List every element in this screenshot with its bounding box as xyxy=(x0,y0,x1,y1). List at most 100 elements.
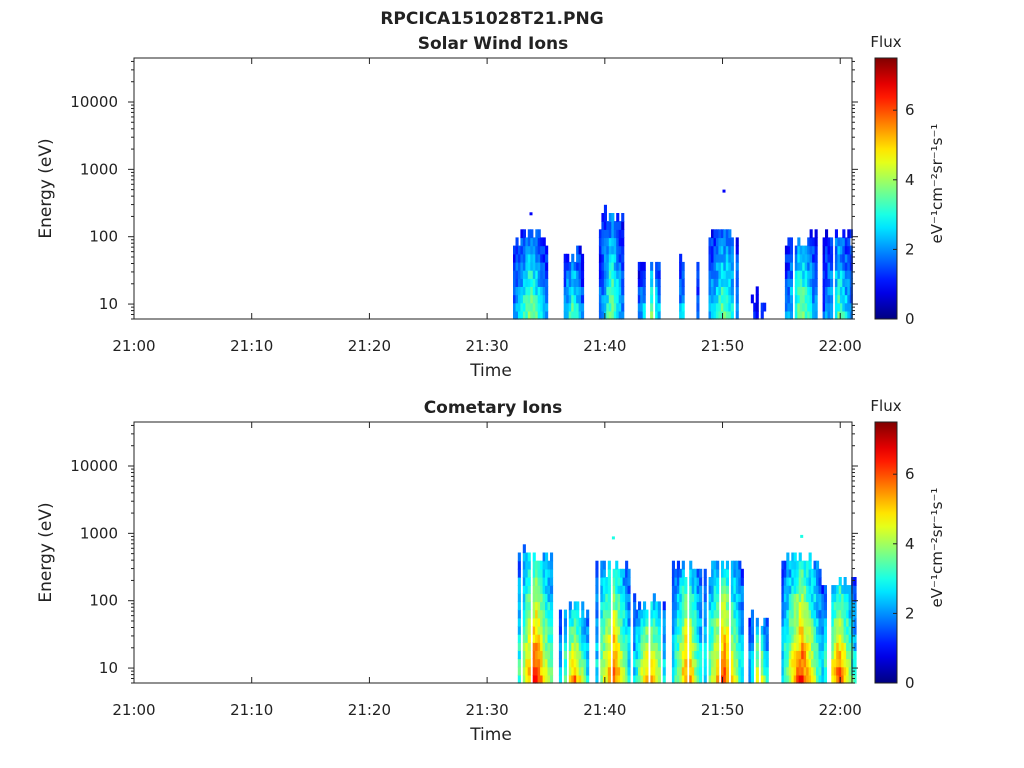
heatmap-cell xyxy=(816,609,820,619)
heatmap-cell xyxy=(621,310,625,320)
heatmap-cell xyxy=(622,642,626,651)
heatmap-cell xyxy=(627,634,631,643)
heatmap-cell xyxy=(616,302,620,312)
heatmap-cell xyxy=(571,617,575,627)
heatmap-cell xyxy=(831,601,835,611)
heatmap-cell xyxy=(788,658,792,668)
heatmap-cell xyxy=(808,666,812,676)
heatmap-cell xyxy=(652,634,656,643)
heatmap-cell xyxy=(520,229,524,239)
heatmap-cell xyxy=(674,674,678,684)
heatmap-cell xyxy=(721,625,725,635)
heatmap-cell xyxy=(615,577,619,586)
heatmap-cell xyxy=(603,229,607,239)
heatmap-cell xyxy=(725,593,729,603)
heatmap-cell xyxy=(733,658,737,668)
heatmap-cell xyxy=(811,601,815,611)
colorbar-tick-label: 6 xyxy=(905,101,915,119)
heatmap-cell xyxy=(798,634,802,643)
heatmap-cell xyxy=(830,270,834,279)
heatmap-cell xyxy=(633,625,637,635)
heatmap-cell xyxy=(821,609,825,619)
heatmap-cell xyxy=(813,634,817,643)
heatmap-cell xyxy=(601,270,605,279)
heatmap-cell xyxy=(696,593,700,603)
heatmap-cell xyxy=(681,568,685,578)
heatmap-cell xyxy=(618,237,622,247)
heatmap-cell xyxy=(696,642,700,651)
heatmap-cell xyxy=(822,237,826,247)
heatmap-cell xyxy=(674,634,678,643)
heatmap-cell xyxy=(793,642,797,651)
heatmap-cell xyxy=(691,658,695,668)
heatmap-cell xyxy=(723,601,727,611)
heatmap-cell xyxy=(608,294,612,304)
heatmap-cell xyxy=(625,642,629,651)
heatmap-cell xyxy=(540,253,544,263)
heatmap-cell xyxy=(821,617,825,627)
heatmap-cell xyxy=(517,585,521,594)
heatmap-cell xyxy=(848,658,852,668)
heatmap-cell xyxy=(723,593,727,603)
heatmap-cell xyxy=(645,617,649,627)
heatmap-cell xyxy=(617,658,621,668)
heatmap-cell xyxy=(842,237,846,247)
heatmap-cell xyxy=(676,609,680,619)
heatmap-cell xyxy=(812,278,816,287)
heatmap-cell xyxy=(517,568,521,578)
heatmap-cell xyxy=(621,286,625,296)
heatmap-cell xyxy=(681,560,685,570)
heatmap-cell xyxy=(802,310,806,320)
heatmap-cell xyxy=(784,270,788,279)
heatmap-cell xyxy=(540,601,544,611)
heatmap-cell xyxy=(853,658,857,668)
heatmap-cell xyxy=(740,650,744,660)
heatmap-cell xyxy=(607,634,611,643)
heatmap-cell xyxy=(676,658,680,668)
heatmap-cell xyxy=(837,253,841,263)
heatmap-cell xyxy=(803,674,807,684)
heatmap-cell xyxy=(532,278,536,287)
heatmap-cell xyxy=(720,245,724,255)
heatmap-cell xyxy=(566,302,570,312)
heatmap-cell xyxy=(655,625,659,635)
heatmap-cell xyxy=(843,658,847,668)
heatmap-cell xyxy=(642,261,646,271)
heatmap-cell xyxy=(679,253,683,263)
heatmap-cell xyxy=(730,593,734,603)
heatmap-cell xyxy=(843,634,847,643)
heatmap-cell xyxy=(676,625,680,635)
heatmap-cell xyxy=(730,245,734,255)
burst-2 xyxy=(563,245,585,320)
heatmap-cell xyxy=(723,609,727,619)
heatmap-cell xyxy=(808,593,812,603)
heatmap-cell xyxy=(853,634,857,643)
heatmap-cell xyxy=(563,625,567,635)
heatmap-cell xyxy=(814,270,818,279)
heatmap-cell xyxy=(814,302,818,312)
heatmap-cell xyxy=(617,568,621,578)
heatmap-cell xyxy=(851,577,855,586)
heatmap-cell xyxy=(578,245,582,255)
heatmap-cell xyxy=(708,278,712,287)
heatmap-cell xyxy=(578,642,582,651)
heatmap-cell xyxy=(650,609,654,619)
heatmap-cell xyxy=(643,625,647,635)
heatmap-cell xyxy=(783,666,787,676)
heatmap-cell xyxy=(833,585,837,594)
heatmap-cell xyxy=(841,666,845,676)
heatmap-cell xyxy=(635,642,639,651)
heatmap-cell xyxy=(809,310,813,320)
heatmap-cell xyxy=(715,286,719,296)
heatmap-cell xyxy=(527,593,531,603)
heatmap-cell xyxy=(676,601,680,611)
heatmap-cell xyxy=(535,237,539,247)
x-tick-label: 21:40 xyxy=(583,337,626,355)
heatmap-cell xyxy=(728,278,732,287)
heatmap-cell xyxy=(796,625,800,635)
heatmap-cell xyxy=(568,634,572,643)
heatmap-cell xyxy=(733,577,737,586)
heatmap-cell xyxy=(765,658,769,668)
heatmap-cell xyxy=(535,294,539,304)
